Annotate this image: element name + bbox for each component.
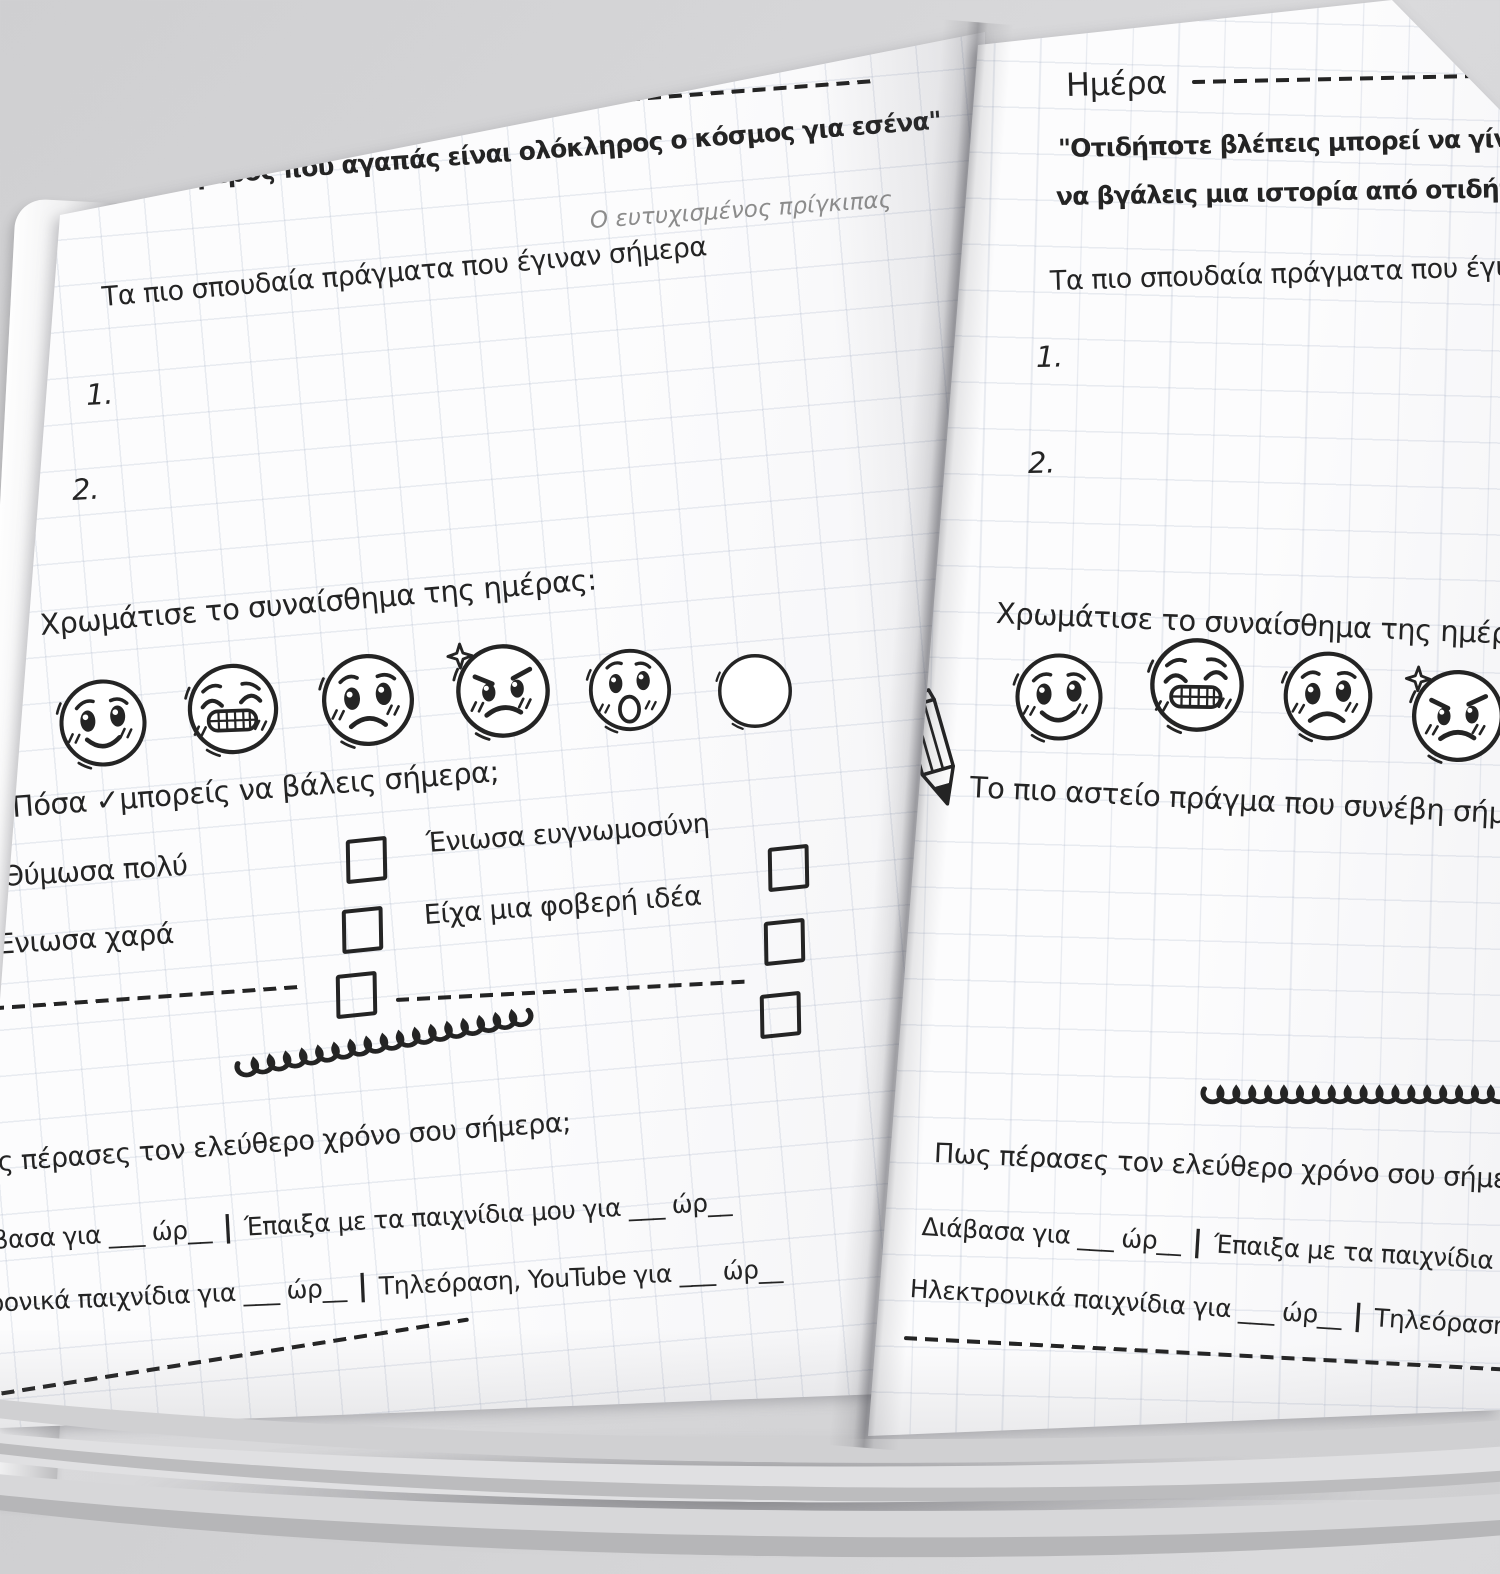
blank-face-icon — [710, 646, 800, 736]
happy-face-icon — [1005, 643, 1113, 751]
list-number-1: 1. — [1035, 339, 1063, 374]
surprised-face-icon — [579, 639, 681, 741]
angry-face-icon — [444, 632, 562, 750]
checkbox — [759, 990, 802, 1040]
happy-face-icon — [47, 667, 158, 778]
day-label: Ημέρα — [130, 104, 237, 151]
checkbox — [763, 917, 806, 967]
angry-face-icon — [1400, 658, 1500, 774]
checkbox — [335, 970, 378, 1020]
list-number-2: 2. — [71, 471, 100, 507]
list-number-1: 1. — [85, 376, 114, 412]
list-number-2: 2. — [1027, 445, 1055, 480]
page-stack-edge — [0, 1253, 1500, 1574]
coil-doodle-icon — [1196, 1056, 1500, 1135]
grimacing-face-icon — [1139, 627, 1255, 743]
grimacing-face-icon — [176, 652, 290, 766]
coil-doodle-icon — [227, 999, 549, 1084]
checkbox — [341, 905, 384, 955]
checkbox — [767, 843, 810, 893]
day-label: Ημέρα — [1065, 63, 1168, 104]
sad-face-icon — [1272, 640, 1384, 752]
checkbox — [345, 835, 388, 885]
sad-face-icon — [310, 642, 426, 758]
